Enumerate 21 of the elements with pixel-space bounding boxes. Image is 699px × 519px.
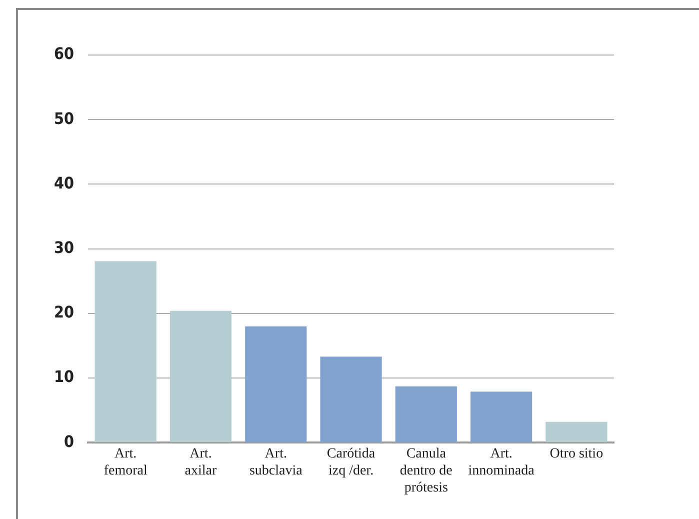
x-tick-label: Otro sitio bbox=[550, 446, 604, 462]
y-tick-label: 60 bbox=[54, 44, 74, 64]
bar bbox=[546, 422, 608, 442]
x-tick-label: Carótida izq /der. bbox=[326, 446, 376, 478]
y-tick-label: 20 bbox=[54, 302, 74, 322]
x-tick-label: Art. femoral bbox=[104, 446, 148, 478]
bar bbox=[94, 261, 156, 442]
bar bbox=[470, 392, 532, 442]
bar bbox=[245, 326, 307, 442]
bar bbox=[170, 310, 232, 442]
x-tick-label: Art. subclavia bbox=[249, 446, 304, 478]
x-tick-label: Art. innominada bbox=[468, 446, 536, 478]
bar bbox=[320, 356, 382, 442]
y-tick-label: 30 bbox=[54, 238, 74, 257]
bar bbox=[395, 386, 457, 442]
y-tick-label: 10 bbox=[54, 367, 74, 386]
x-tick-label: Canula dentro de prótesis bbox=[400, 446, 452, 496]
y-tick-label: 0 bbox=[64, 432, 74, 451]
x-tick-label: Art. axilar bbox=[184, 446, 218, 478]
y-tick-label: 50 bbox=[54, 108, 74, 128]
y-tick-label: 40 bbox=[54, 173, 74, 192]
